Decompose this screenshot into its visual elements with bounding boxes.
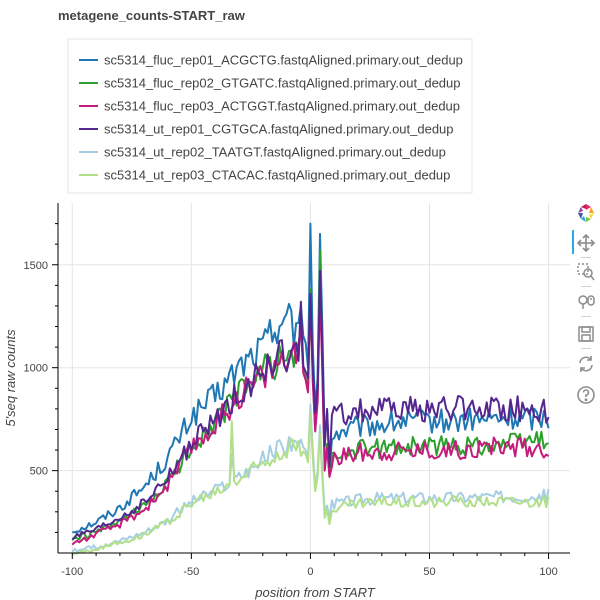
series-lines (71, 222, 550, 556)
save-icon[interactable] (576, 324, 596, 344)
plot-area[interactable]: -100 -50 0 50 100 500 1000 1500 (24, 203, 570, 578)
box-zoom-icon[interactable] (576, 262, 596, 282)
toolbar-separator (581, 257, 591, 258)
legend-label: sc5314_ut_rep02_TAATGT.fastqAligned.prim… (104, 145, 446, 160)
bokeh-logo-icon[interactable] (576, 203, 596, 223)
toolbar (572, 200, 600, 415)
legend-label: sc5314_fluc_rep02_GTGATC.fastqAligned.pr… (104, 76, 461, 91)
x-tick-label: 100 (539, 566, 557, 578)
legend-label: sc5314_ut_rep01_CGTGCA.fastqAligned.prim… (104, 122, 454, 137)
legend-label: sc5314_fluc_rep01_ACGCTG.fastqAligned.pr… (104, 53, 463, 68)
x-tick-label: 0 (307, 566, 313, 578)
x-tick-label: -50 (183, 566, 199, 578)
toolbar-separator (581, 316, 591, 317)
y-tick-label: 500 (30, 466, 48, 478)
pan-icon[interactable] (576, 233, 596, 253)
axes: -100 -50 0 50 100 500 1000 1500 (24, 203, 570, 578)
active-tool-indicator (572, 230, 574, 254)
legend-label: sc5314_ut_rep03_CTACAC.fastqAligned.prim… (104, 168, 450, 183)
series-line (72, 269, 550, 540)
toolbar-separator (581, 348, 591, 349)
legend-label: sc5314_fluc_rep03_ACTGGT.fastqAligned.pr… (104, 99, 460, 114)
y-tick-label: 1000 (24, 363, 48, 375)
series-line (72, 222, 550, 534)
toolbar-separator (581, 286, 591, 287)
help-icon[interactable] (576, 385, 596, 405)
chart-title: metagene_counts-START_raw (58, 8, 246, 23)
x-axis-label: position from START (254, 585, 376, 600)
legend[interactable]: sc5314_fluc_rep01_ACGCTG.fastqAligned.pr… (67, 38, 473, 194)
series-line (71, 249, 549, 541)
reset-icon[interactable] (576, 354, 596, 374)
wheel-zoom-icon[interactable] (576, 292, 596, 312)
legend-box (67, 38, 473, 194)
series-line (71, 412, 550, 556)
x-tick-label: 50 (423, 566, 435, 578)
y-axis-label: 5'seq raw counts (3, 329, 18, 427)
x-tick-label: -100 (61, 566, 83, 578)
y-tick-label: 1500 (24, 260, 48, 272)
